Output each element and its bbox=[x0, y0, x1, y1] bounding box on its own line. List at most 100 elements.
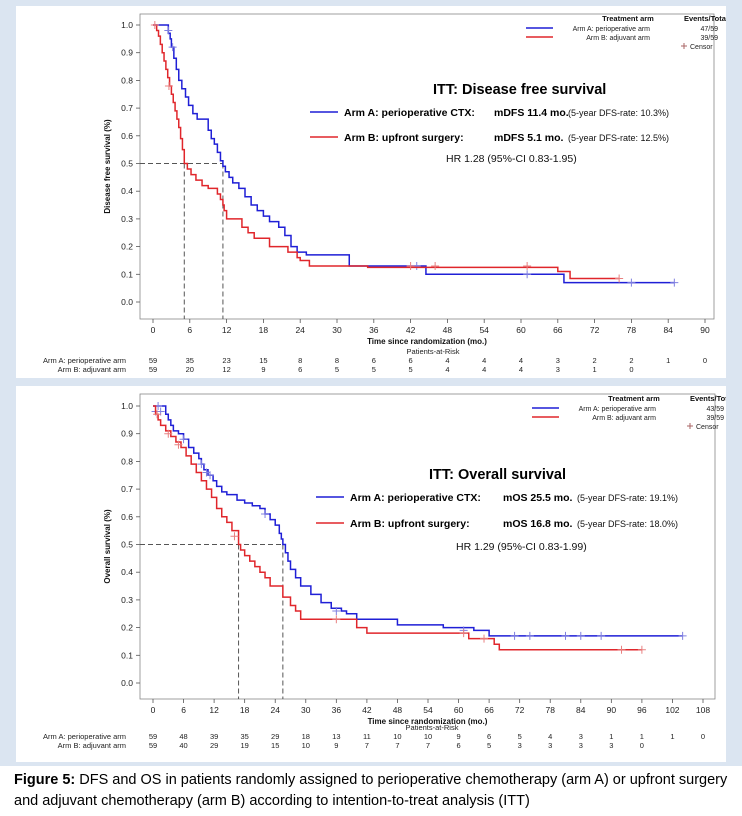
y-tick-label: 0.4 bbox=[121, 186, 133, 196]
risk-value-arm-a: 13 bbox=[332, 732, 340, 741]
risk-value-arm-b: 3 bbox=[579, 741, 583, 750]
legend-arm-a-label: Arm A: perioperative arm bbox=[579, 406, 657, 413]
risk-value-arm-b: 20 bbox=[186, 365, 194, 374]
risk-value-arm-b: 9 bbox=[261, 365, 265, 374]
arm-a-censor-mark bbox=[525, 631, 534, 640]
risk-value-arm-a: 6 bbox=[487, 732, 491, 741]
y-tick-label: 0.8 bbox=[121, 75, 133, 85]
risk-value-arm-b: 7 bbox=[395, 741, 399, 750]
x-tick-label: 60 bbox=[516, 325, 526, 335]
risk-value-arm-a: 3 bbox=[579, 732, 583, 741]
arm-b-censor-mark bbox=[164, 429, 173, 438]
arm-a-censor-mark bbox=[261, 510, 270, 519]
risk-value-arm-b: 12 bbox=[222, 365, 230, 374]
x-tick-label: 60 bbox=[454, 705, 464, 715]
x-tick-label: 54 bbox=[479, 325, 489, 335]
arm-b-censor-mark bbox=[164, 81, 173, 90]
risk-value-arm-b: 59 bbox=[149, 365, 157, 374]
risk-value-arm-b: 4 bbox=[445, 365, 449, 374]
plot-frame bbox=[139, 393, 716, 700]
arm-a-censor-mark bbox=[179, 435, 188, 444]
arm-a-censor-mark bbox=[597, 631, 606, 640]
risk-value-arm-b: 7 bbox=[426, 741, 430, 750]
y-tick-label: 0.3 bbox=[121, 595, 133, 605]
y-tick-label: 0.2 bbox=[121, 623, 133, 633]
risk-value-arm-b: 5 bbox=[409, 365, 413, 374]
annotation-arm-b-label: Arm B: upfront surgery: bbox=[344, 132, 464, 144]
y-tick-label: 1.0 bbox=[121, 401, 133, 411]
arm-b-censor-mark bbox=[459, 629, 468, 638]
x-tick-label: 96 bbox=[637, 705, 647, 715]
annotation-arm-b-median: mDFS 5.1 mo. bbox=[494, 132, 564, 144]
risk-value-arm-a: 1 bbox=[609, 732, 613, 741]
plot-frame bbox=[139, 13, 715, 320]
x-tick-label: 48 bbox=[393, 705, 403, 715]
risk-value-arm-a: 2 bbox=[629, 356, 633, 365]
risk-value-arm-a: 18 bbox=[302, 732, 310, 741]
dfs-chart-panel: 0.0 0.1 0.2 0.3 0.4 0.5 0.6 0.7 0.8 0.9 1.0 0 6 12 18 2… bbox=[16, 6, 726, 378]
risk-value-arm-a: 4 bbox=[548, 732, 552, 741]
x-tick-label: 78 bbox=[627, 325, 637, 335]
y-tick-label: 0.6 bbox=[121, 512, 133, 522]
y-tick-label: 0.8 bbox=[121, 456, 133, 466]
legend-header-arm: Treatment arm bbox=[602, 14, 654, 23]
risk-value-arm-b: 9 bbox=[334, 741, 338, 750]
arm-a-censor-mark bbox=[576, 631, 585, 640]
annotation-arm-a-label: Arm A: perioperative CTX: bbox=[344, 107, 475, 119]
y-axis-label: Disease free survival (%) bbox=[103, 119, 112, 214]
figure-frame: 0.0 0.1 0.2 0.3 0.4 0.5 0.6 0.7 0.8 0.9 1.0 0 6 12 18 2… bbox=[0, 0, 742, 766]
risk-value-arm-b: 5 bbox=[487, 741, 491, 750]
arm-b-censor-mark bbox=[332, 615, 341, 624]
x-tick-label: 90 bbox=[700, 325, 710, 335]
risk-value-arm-a: 5 bbox=[518, 732, 522, 741]
x-tick-label: 84 bbox=[663, 325, 673, 335]
y-tick-label: 0.5 bbox=[121, 540, 133, 550]
arm-b-survival-curve bbox=[153, 24, 620, 280]
arm-a-survival-curve bbox=[153, 24, 675, 284]
arm-a-censor-mark bbox=[627, 278, 636, 287]
annotation-arm-a-label: Arm A: perioperative CTX: bbox=[350, 492, 481, 504]
x-tick-label: 24 bbox=[270, 705, 280, 715]
annotation-hazard-ratio: HR 1.28 (95%-CI 0.83-1.95) bbox=[446, 153, 577, 165]
x-tick-label: 6 bbox=[187, 325, 192, 335]
y-tick-label: 0.3 bbox=[121, 214, 133, 224]
risk-table-title: Patients-at-Risk bbox=[407, 347, 460, 356]
risk-value-arm-a: 59 bbox=[149, 732, 157, 741]
y-tick-label: 1.0 bbox=[121, 20, 133, 30]
caption-label: Figure 5: bbox=[14, 772, 76, 788]
risk-value-arm-b: 3 bbox=[609, 741, 613, 750]
risk-value-arm-a: 8 bbox=[335, 356, 339, 365]
x-tick-label: 84 bbox=[576, 705, 586, 715]
arm-b-censor-mark bbox=[174, 440, 183, 449]
risk-value-arm-a: 0 bbox=[703, 356, 707, 365]
annotation-hazard-ratio: HR 1.29 (95%-CI 0.83-1.99) bbox=[456, 541, 587, 553]
y-tick-label: 0.5 bbox=[121, 159, 133, 169]
x-tick-label: 0 bbox=[151, 325, 156, 335]
risk-value-arm-a: 59 bbox=[149, 356, 157, 365]
x-tick-label: 78 bbox=[545, 705, 555, 715]
risk-value-arm-b: 5 bbox=[335, 365, 339, 374]
risk-value-arm-b: 19 bbox=[240, 741, 248, 750]
x-tick-label: 72 bbox=[515, 705, 525, 715]
y-tick-label: 0.1 bbox=[121, 650, 133, 660]
legend-censor-label: Censor bbox=[696, 424, 719, 431]
arm-a-censor-mark bbox=[561, 631, 570, 640]
y-tick-label: 0.0 bbox=[121, 678, 133, 688]
arm-b-censor-mark bbox=[480, 634, 489, 643]
risk-value-arm-a: 2 bbox=[593, 356, 597, 365]
x-tick-label: 42 bbox=[362, 705, 372, 715]
risk-value-arm-a: 10 bbox=[393, 732, 401, 741]
x-tick-label: 18 bbox=[240, 705, 250, 715]
x-tick-label: 42 bbox=[406, 325, 416, 335]
risk-row-arm-b-label: Arm B: adjuvant arm bbox=[58, 365, 126, 374]
x-tick-label: 72 bbox=[590, 325, 600, 335]
risk-value-arm-a: 35 bbox=[240, 732, 248, 741]
risk-value-arm-b: 3 bbox=[556, 365, 560, 374]
x-tick-label: 48 bbox=[443, 325, 453, 335]
chart-title: ITT: Overall survival bbox=[429, 467, 566, 483]
legend-arm-a-events: 43/59 bbox=[706, 406, 724, 413]
arm-b-censor-mark bbox=[406, 261, 415, 270]
risk-value-arm-b: 59 bbox=[149, 741, 157, 750]
caption-text: DFS and OS in patients randomly assigned… bbox=[14, 772, 728, 809]
risk-table-title: Patients-at-Risk bbox=[406, 723, 459, 732]
